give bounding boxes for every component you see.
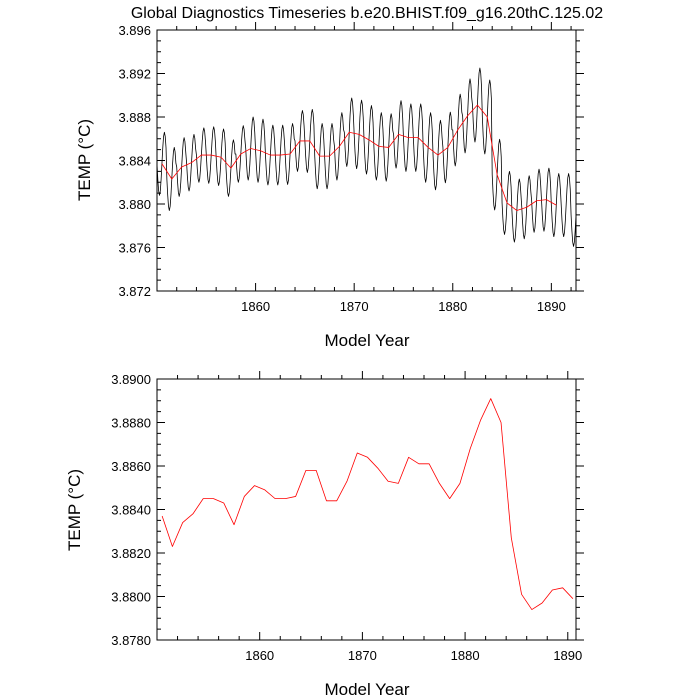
top-y-tick-label: 3.880 (118, 197, 151, 212)
bottom-y-tick-label: 3.8780 (111, 633, 151, 648)
bottom-y-tick-label: 3.8860 (111, 459, 151, 474)
bottom-x-tick-label: 1860 (245, 648, 274, 663)
top-y-tick-label: 3.876 (118, 241, 151, 256)
top-y-tick-label: 3.892 (118, 67, 151, 82)
top-y-axis-label: TEMP (°C) (75, 119, 94, 201)
top-plot-frame (156, 29, 577, 292)
bottom-x-tick-label: 1880 (451, 648, 480, 663)
top-series-monthly (157, 67, 576, 247)
bottom-y-axis-label: TEMP (°C) (65, 469, 84, 551)
top-y-tick-label: 3.896 (118, 23, 151, 38)
bottom-y-tick-label: 3.8840 (111, 503, 151, 518)
bottom-panel: 1860 1870 1880 1890 3.8780 3.8800 3.8820 3.884… (65, 371, 584, 699)
bottom-y-axis-ticks: 3.8780 3.8800 3.8820 3.8840 3.8860 3.8880 3.89… (111, 372, 584, 648)
top-x-axis-ticks: 1860 1870 1880 1890 (176, 22, 572, 314)
chart-title: Global Diagnostics Timeseries b.e20.BHIS… (131, 5, 603, 22)
bottom-x-tick-label: 1870 (348, 648, 377, 663)
bottom-plot-frame (156, 378, 577, 641)
top-panel: 1860 1870 1880 1890 3.8723.8763.8803.8843.8… (75, 22, 584, 350)
top-y-tick-label: 3.884 (118, 154, 151, 169)
top-x-tick-label: 1880 (438, 299, 467, 314)
bottom-plot-area (161, 398, 574, 610)
top-y-tick-label: 3.888 (118, 110, 151, 125)
top-series-annual-mean (161, 104, 557, 211)
bottom-x-tick-label: 1890 (553, 648, 582, 663)
top-y-tick-label: 3.872 (118, 284, 151, 299)
bottom-y-tick-label: 3.8880 (111, 416, 151, 431)
bottom-y-tick-label: 3.8800 (111, 590, 151, 605)
top-plot-area (157, 67, 576, 247)
bottom-series-annual-mean (161, 398, 574, 610)
top-x-tick-label: 1860 (241, 299, 270, 314)
top-x-tick-label: 1890 (537, 299, 566, 314)
top-y-axis-ticks: 3.872 3.876 3.880 3.884 3.888 3.892 3.896 (118, 23, 584, 299)
bottom-x-axis-label: Model Year (324, 680, 409, 699)
bottom-x-axis-ticks: 1860 1870 1880 1890 (177, 371, 582, 663)
top-x-tick-label: 1870 (340, 299, 369, 314)
bottom-y-tick-label: 3.8900 (111, 372, 151, 387)
top-x-axis-label: Model Year (324, 331, 409, 350)
bottom-y-tick-label: 3.8820 (111, 546, 151, 561)
